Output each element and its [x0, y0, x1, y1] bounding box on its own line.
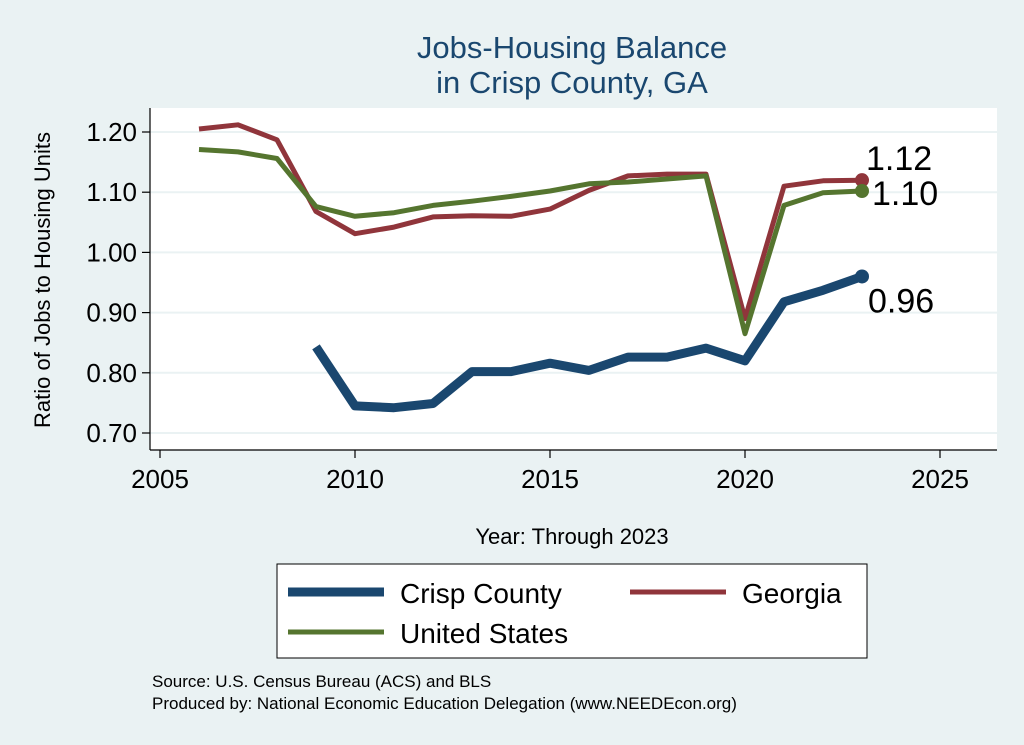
legend-label-united-states: United States [400, 618, 568, 649]
end-point-georgia [855, 173, 869, 188]
y-axis-label: Ratio of Jobs to Housing Units [30, 132, 55, 428]
y-tick-label: 1.10 [86, 177, 137, 207]
legend-label-crisp-county: Crisp County [400, 578, 562, 609]
chart-title-line-1: Jobs-Housing Balance [417, 30, 727, 65]
end-label-georgia: 1.12 [866, 140, 932, 178]
y-ticks: 0.70 0.80 0.90 1.00 1.10 1.20 [86, 117, 150, 448]
series-line-crisp-county [312, 272, 864, 413]
end-point-crisp-county [855, 269, 869, 284]
x-tick-label: 2015 [521, 464, 579, 494]
end-point-united-states [855, 183, 869, 198]
legend-box [276, 563, 868, 659]
gridlines [150, 131, 997, 434]
end-label-crisp-county: 0.96 [868, 282, 934, 320]
x-tick-label: 2025 [911, 464, 969, 494]
x-tick-label: 2010 [326, 464, 384, 494]
producer-note: Produced by: National Economic Education… [152, 694, 737, 713]
x-axis-label: Year: Through 2023 [475, 524, 668, 549]
y-tick-label: 0.90 [86, 298, 137, 328]
legend-label-georgia: Georgia [742, 578, 842, 609]
x-tick-label: 2005 [131, 464, 189, 494]
x-ticks: 2005 2010 2015 2020 2025 [131, 450, 969, 494]
y-tick-label: 1.00 [86, 237, 137, 267]
legend: Crisp County Georgia United States [276, 563, 868, 659]
chart-title-line-2: in Crisp County, GA [436, 65, 708, 100]
x-tick-label: 2020 [716, 464, 774, 494]
end-label-united-states: 1.10 [872, 175, 938, 213]
series-line-united-states [198, 147, 863, 337]
source-note: Source: U.S. Census Bureau (ACS) and BLS [152, 672, 491, 691]
series-layer: 0.96 1.121.10 [198, 122, 938, 413]
y-tick-label: 1.20 [86, 117, 137, 147]
y-tick-label: 0.70 [86, 418, 137, 448]
y-tick-label: 0.80 [86, 358, 137, 388]
